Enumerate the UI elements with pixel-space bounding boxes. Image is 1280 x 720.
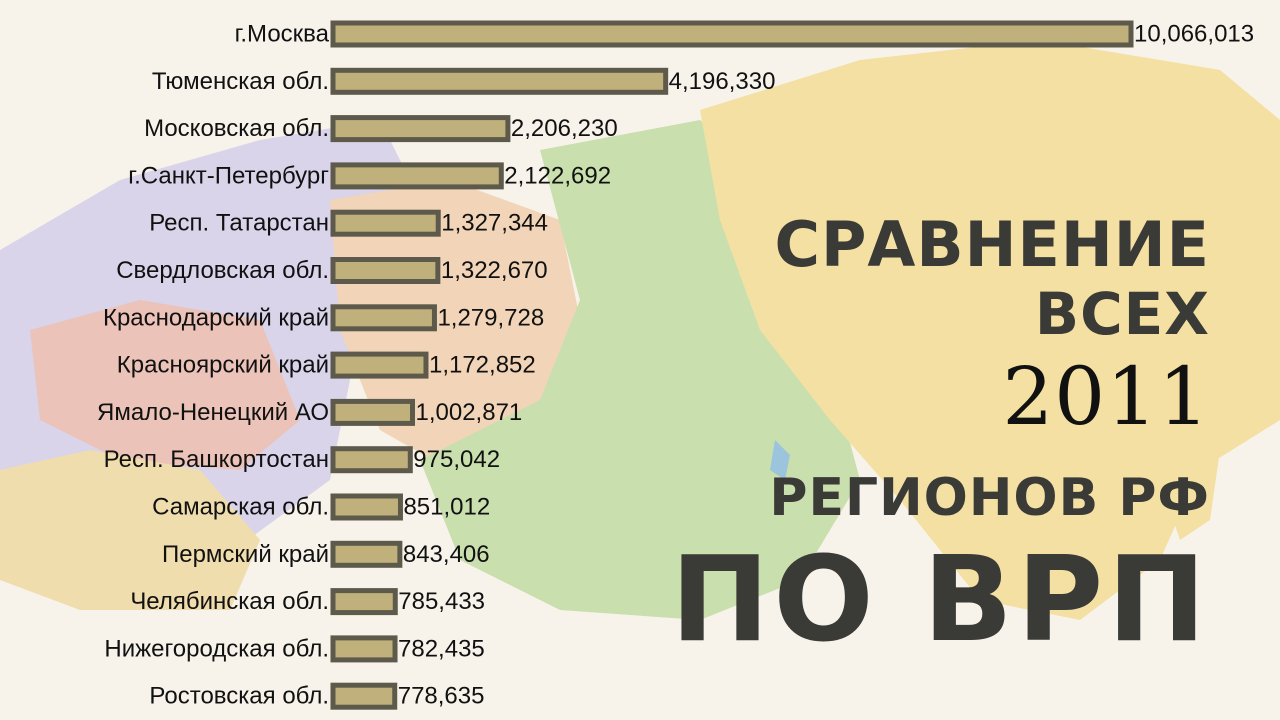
bar <box>330 115 511 143</box>
value-label: 2,122,692 <box>504 162 611 189</box>
title-year: 2011 <box>1002 350 1210 443</box>
value-label: 1,172,852 <box>429 352 536 379</box>
map-region-south <box>30 300 300 470</box>
title-line-2: ВСЕХ <box>1034 280 1210 348</box>
category-label: Респ. Башкортостан <box>104 446 329 473</box>
category-label: Красноярский край <box>117 352 329 379</box>
category-label: Ростовская обл. <box>149 683 329 710</box>
bar <box>330 635 398 663</box>
category-label: Нижегородская обл. <box>104 635 329 662</box>
category-label: Челябинская обл. <box>130 588 329 615</box>
category-label: Краснодарский край <box>103 304 329 331</box>
map-region-southwest <box>0 450 260 610</box>
map-region-lake <box>770 440 790 480</box>
bar <box>330 304 437 332</box>
value-label: 1,322,670 <box>441 257 548 284</box>
category-label: Московская обл. <box>144 115 329 142</box>
bar <box>330 540 403 568</box>
category-label: Респ. Татарстан <box>149 210 329 237</box>
value-label: 2,206,230 <box>511 115 618 142</box>
bar <box>330 493 403 521</box>
value-label: 843,406 <box>403 541 490 568</box>
title-line-3: РЕГИОНОВ РФ <box>769 468 1210 528</box>
bar <box>330 209 441 237</box>
bar <box>330 162 504 190</box>
value-label: 1,279,728 <box>437 304 544 331</box>
category-label: Пермский край <box>162 541 329 568</box>
bar <box>330 398 416 426</box>
value-label: 851,012 <box>403 494 490 521</box>
overlay-title: СРАВНЕНИЕ ВСЕХ 2011 РЕГИОНОВ РФ ПО ВРП <box>671 200 1210 680</box>
map-region-far-east-islands <box>1160 420 1220 540</box>
value-label: 1,002,871 <box>416 399 523 426</box>
category-label: Ямало-Ненецкий АО <box>97 399 329 426</box>
bar <box>330 20 1134 48</box>
bar <box>330 257 441 284</box>
title-line-1: СРАВНЕНИЕ <box>774 208 1210 281</box>
category-label: г.Санкт-Петербург <box>128 162 329 189</box>
map-region-east <box>700 40 1280 620</box>
category-label: Тюменская обл. <box>152 68 329 95</box>
value-label: 4,196,330 <box>669 68 776 95</box>
value-label: 1,327,344 <box>441 210 548 237</box>
category-label: Самарская обл. <box>152 494 329 521</box>
bar <box>330 446 413 474</box>
value-label: 10,066,013 <box>1134 21 1254 48</box>
category-label: г.Москва <box>235 21 330 48</box>
value-label: 778,635 <box>398 683 485 710</box>
bar <box>330 67 669 95</box>
title-line-4: ПО ВРП <box>670 530 1210 668</box>
bar <box>330 588 398 616</box>
bar <box>330 351 429 379</box>
value-label: 782,435 <box>398 635 485 662</box>
bar <box>330 682 398 710</box>
value-label: 975,042 <box>413 446 500 473</box>
category-label: Свердловская обл. <box>116 257 329 284</box>
map-region-ural <box>330 180 580 470</box>
value-label: 785,433 <box>398 588 485 615</box>
